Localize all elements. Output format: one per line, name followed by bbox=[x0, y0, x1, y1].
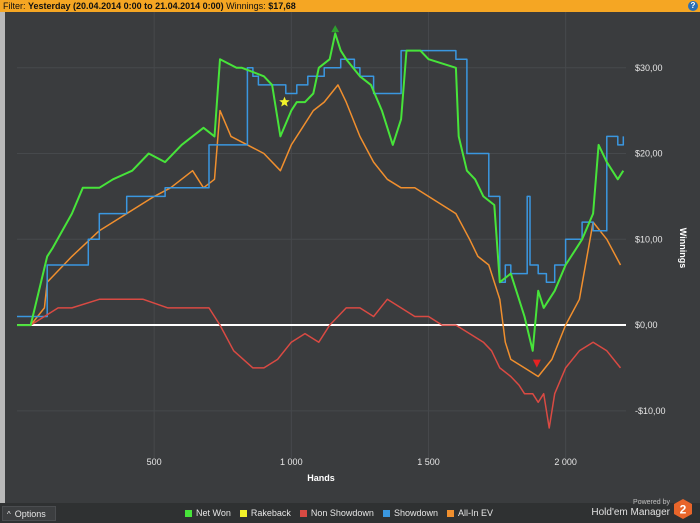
filter-period: Yesterday (20.04.2014 0:00 to 21.04.2014… bbox=[28, 1, 224, 11]
y-tick-label: $0,00 bbox=[635, 320, 658, 330]
bottom-bar bbox=[0, 503, 700, 523]
product-name: Hold'em Manager bbox=[591, 507, 670, 518]
legend-swatch bbox=[382, 510, 390, 517]
legend-swatch bbox=[239, 510, 247, 517]
filter-prefix: Filter: bbox=[3, 1, 26, 11]
legend: Net Won Rakeback Non Showdown Showdown All-I… bbox=[185, 507, 502, 519]
winnings-value: $17,68 bbox=[268, 1, 296, 11]
y-axis-label: Winnings bbox=[678, 228, 688, 268]
x-tick-label: 500 bbox=[147, 457, 162, 467]
y-tick-label: -$10,00 bbox=[635, 406, 666, 416]
holdem-manager-logo-icon[interactable]: 2 bbox=[672, 498, 694, 520]
caret-up-icon: ^ bbox=[7, 510, 11, 519]
options-label: Options bbox=[14, 509, 46, 519]
x-tick-label: 1 500 bbox=[417, 457, 440, 467]
legend-item-net-won[interactable]: Net Won bbox=[185, 507, 231, 519]
series-all-in-ev bbox=[17, 84, 622, 378]
legend-swatch bbox=[299, 510, 307, 517]
x-tick-label: 2 000 bbox=[554, 457, 577, 467]
powered-by-text: Powered by bbox=[633, 499, 670, 506]
x-tick-label: 1 000 bbox=[280, 457, 303, 467]
legend-item-non-showdown[interactable]: Non Showdown bbox=[299, 507, 374, 519]
y-tick-label: $10,00 bbox=[635, 234, 663, 244]
legend-item-all-in-ev[interactable]: All-In EV bbox=[446, 507, 493, 519]
min-triangle-down-icon bbox=[532, 359, 541, 368]
y-tick-label: $20,00 bbox=[635, 149, 663, 159]
series-showdown bbox=[17, 49, 625, 318]
help-icon[interactable]: ? bbox=[688, 1, 698, 11]
legend-label: All-In EV bbox=[457, 508, 493, 518]
winnings-graph-svg: 500 1 000 1 500 2 000 $30,00 $20,00 $10,00 $0,… bbox=[17, 12, 688, 483]
winnings-label: Winnings: bbox=[226, 1, 266, 11]
legend-label: Rakeback bbox=[250, 508, 291, 518]
y-tick-label: $30,00 bbox=[635, 63, 663, 73]
series-non-showdown bbox=[17, 298, 622, 429]
legend-item-showdown[interactable]: Showdown bbox=[382, 507, 438, 519]
branding: Powered by Hold'em Manager bbox=[588, 499, 670, 519]
max-triangle-up-icon bbox=[331, 25, 340, 33]
logo-badge-text: 2 bbox=[680, 503, 687, 517]
splitter-bar[interactable] bbox=[0, 12, 5, 508]
options-button[interactable]: ^ Options bbox=[2, 506, 56, 521]
winnings-graph: 500 1 000 1 500 2 000 $30,00 $20,00 $10,00 $0,… bbox=[5, 12, 700, 508]
filter-bar[interactable]: Filter: Yesterday (20.04.2014 0:00 to 21… bbox=[0, 0, 700, 12]
rakeback-star-icon bbox=[279, 96, 290, 107]
x-axis-label: Hands bbox=[307, 473, 335, 483]
series-net-won bbox=[17, 32, 625, 352]
legend-swatch bbox=[185, 510, 192, 517]
legend-item-rakeback[interactable]: Rakeback bbox=[239, 507, 291, 519]
legend-label: Showdown bbox=[393, 508, 438, 518]
legend-swatch bbox=[446, 510, 454, 517]
legend-label: Net Won bbox=[196, 508, 231, 518]
legend-label: Non Showdown bbox=[310, 508, 374, 518]
